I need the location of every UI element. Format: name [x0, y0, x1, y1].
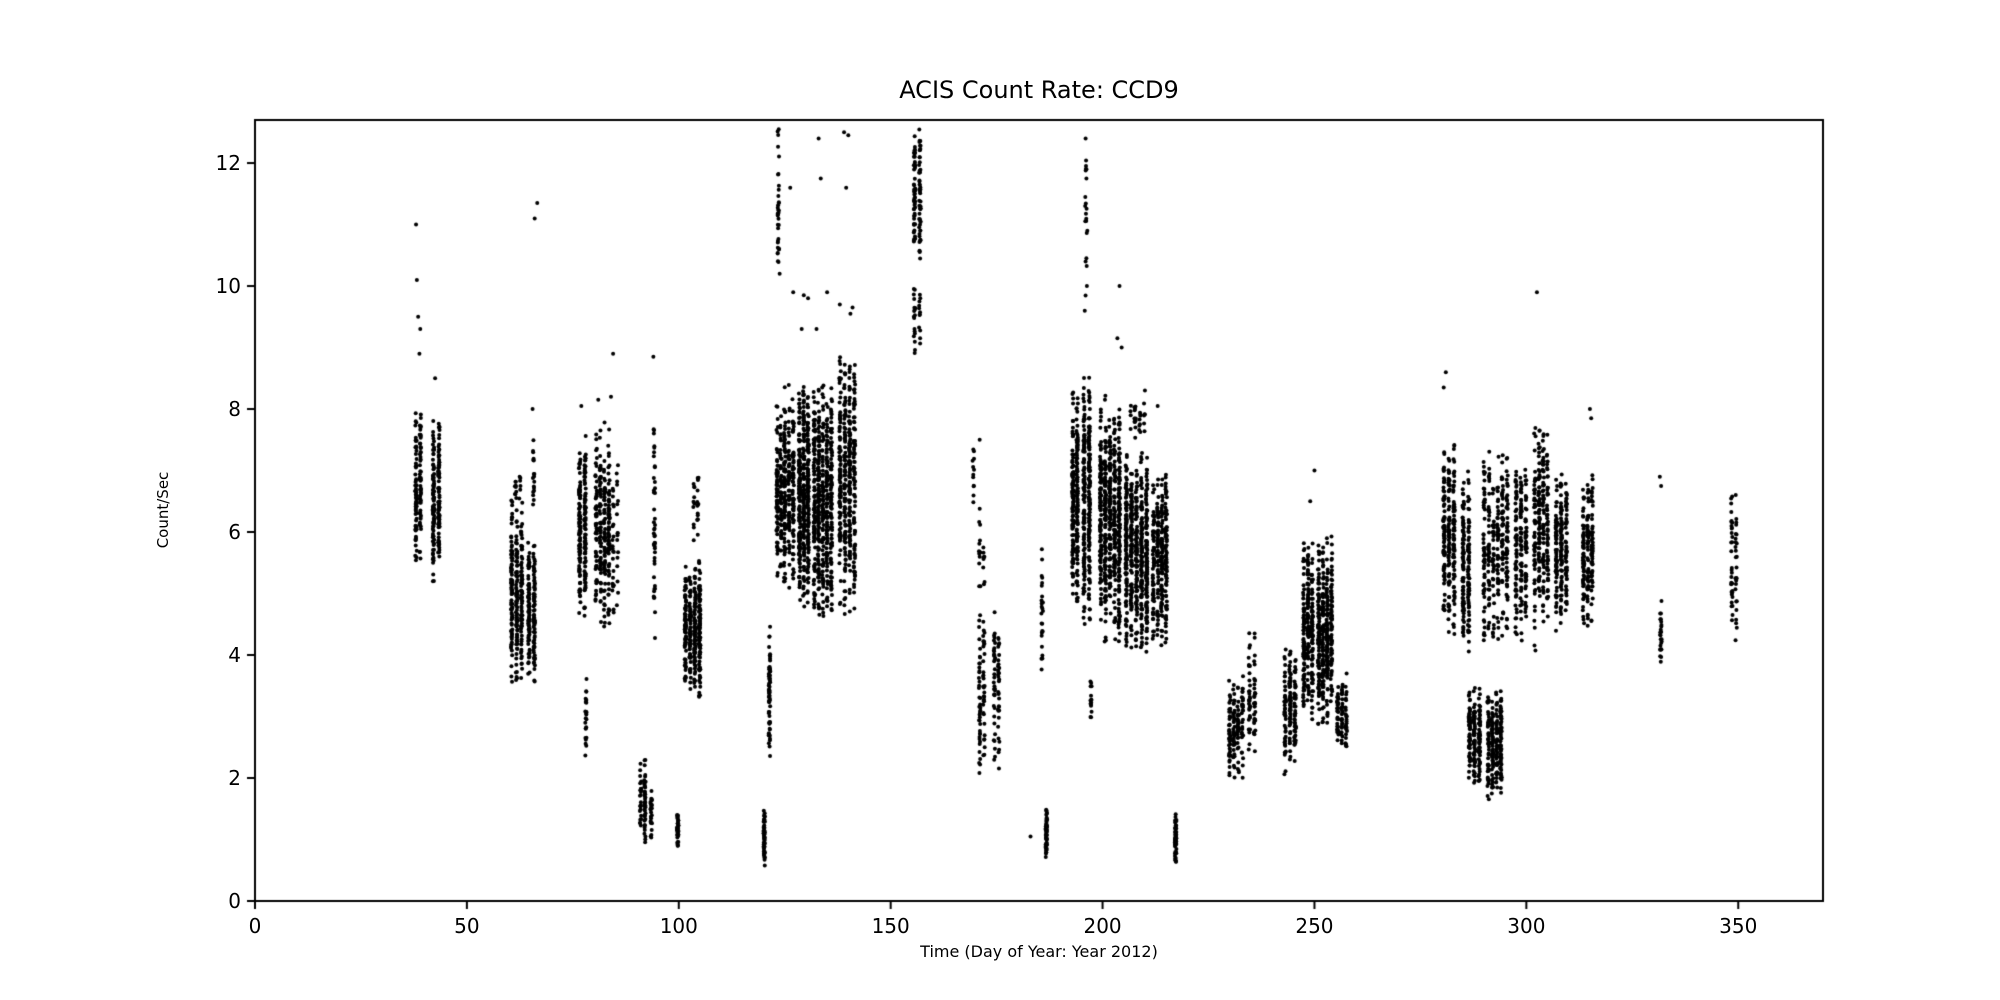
x-tick-label: 150: [871, 914, 910, 938]
y-tick-label: 8: [228, 397, 241, 422]
y-tick-label: 2: [228, 766, 241, 790]
y-tick-label: 6: [228, 520, 241, 545]
x-tick-label: 350: [1719, 914, 1758, 938]
y-tick-label: 12: [215, 151, 241, 176]
x-tick-label: 100: [659, 914, 698, 938]
y-tick-label: 10: [215, 274, 241, 299]
y-tick-label: 0: [228, 889, 241, 913]
x-tick-label: 0: [248, 914, 262, 938]
x-tick-label: 300: [1507, 914, 1546, 938]
x-tick-label: 200: [1083, 914, 1122, 938]
x-tick-label: 250: [1295, 914, 1334, 938]
x-tick-label: 50: [454, 914, 480, 938]
y-tick-label: 4: [228, 643, 241, 668]
chart-title: ACIS Count Rate: CCD9: [899, 76, 1179, 104]
x-axis-label: Time (Day of Year: Year 2012): [920, 942, 1158, 961]
y-axis-label: Count/Sec: [154, 471, 172, 549]
